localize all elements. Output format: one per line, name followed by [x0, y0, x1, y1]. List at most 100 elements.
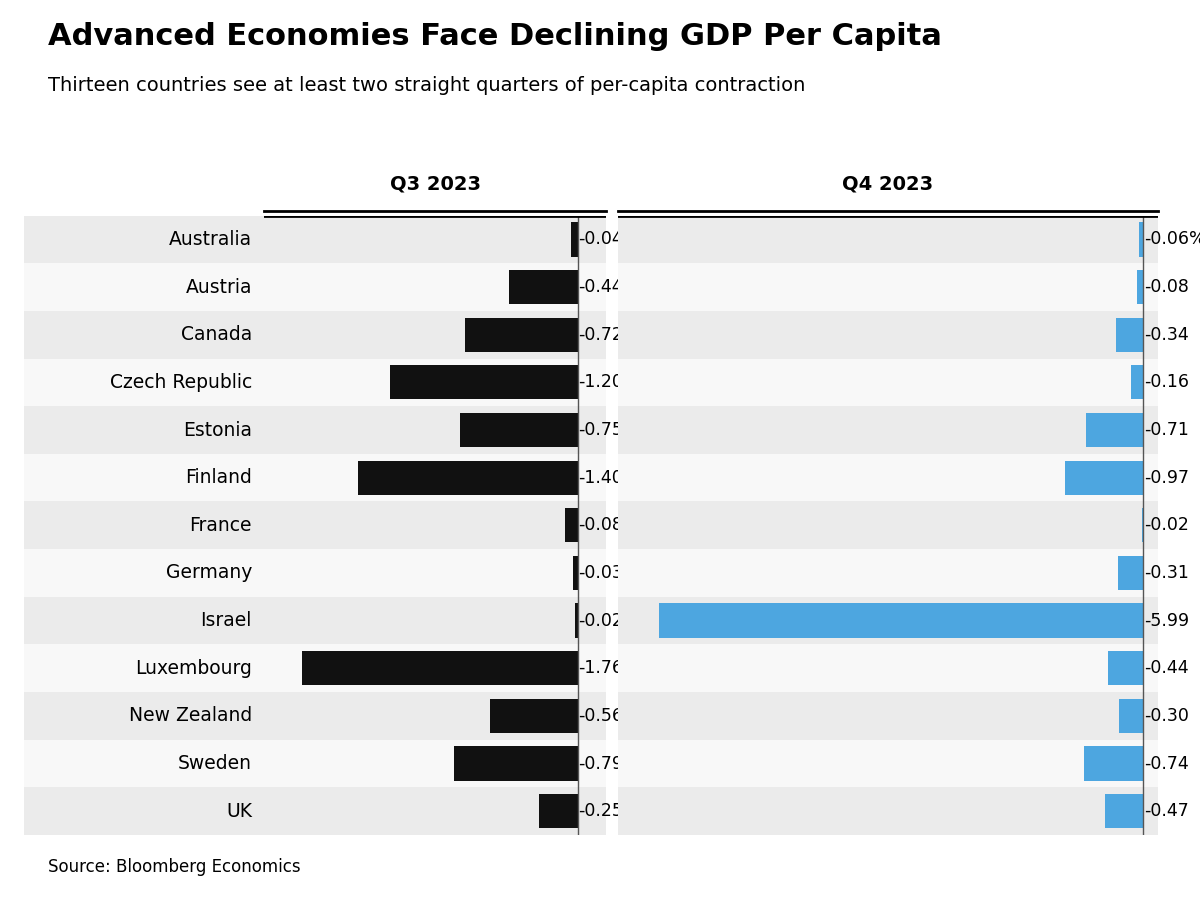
Bar: [264, 550, 606, 597]
Text: -0.74: -0.74: [1144, 754, 1189, 772]
Text: -0.71: -0.71: [1144, 421, 1189, 439]
Bar: [24, 501, 264, 550]
Text: -0.04%: -0.04%: [578, 231, 640, 249]
Text: Estonia: Estonia: [182, 420, 252, 439]
Text: Canada: Canada: [181, 325, 252, 344]
Bar: [24, 358, 264, 406]
Bar: [264, 740, 606, 788]
Bar: [24, 597, 264, 645]
Bar: [618, 406, 1158, 453]
Text: -0.06%: -0.06%: [1144, 231, 1200, 249]
Bar: [618, 550, 1158, 597]
Text: -0.02: -0.02: [578, 612, 624, 629]
Text: New Zealand: New Zealand: [128, 707, 252, 726]
Bar: [1108, 651, 1144, 685]
Bar: [460, 413, 577, 447]
Text: Luxembourg: Luxembourg: [136, 659, 252, 678]
Bar: [539, 794, 577, 829]
Bar: [264, 788, 606, 835]
Bar: [509, 270, 577, 304]
Text: Q3 2023: Q3 2023: [390, 174, 480, 193]
Bar: [618, 263, 1158, 311]
Bar: [1105, 794, 1144, 829]
Bar: [454, 746, 577, 780]
Bar: [264, 263, 606, 311]
Bar: [618, 692, 1158, 740]
Bar: [659, 603, 1144, 638]
Text: -0.30: -0.30: [1144, 707, 1189, 725]
Text: -5.99: -5.99: [1144, 612, 1189, 629]
Text: -0.25: -0.25: [578, 802, 624, 820]
Text: -0.02: -0.02: [1144, 516, 1189, 534]
Bar: [618, 645, 1158, 692]
Text: Thirteen countries see at least two straight quarters of per-capita contraction: Thirteen countries see at least two stra…: [48, 76, 805, 95]
Bar: [565, 508, 577, 542]
Text: -1.20: -1.20: [578, 374, 624, 392]
Bar: [358, 461, 577, 495]
Text: -0.44: -0.44: [1144, 659, 1188, 677]
Bar: [1118, 556, 1144, 590]
Text: -0.16: -0.16: [1144, 374, 1189, 392]
Text: Israel: Israel: [200, 612, 252, 630]
Bar: [24, 740, 264, 788]
Bar: [490, 699, 577, 733]
Bar: [264, 501, 606, 550]
Text: UK: UK: [226, 802, 252, 821]
Text: -0.47: -0.47: [1144, 802, 1189, 820]
Text: Advanced Economies Face Declining GDP Per Capita: Advanced Economies Face Declining GDP Pe…: [48, 22, 942, 51]
Bar: [571, 222, 577, 257]
Bar: [1086, 413, 1144, 447]
Bar: [1120, 699, 1144, 733]
Bar: [264, 453, 606, 501]
Bar: [24, 692, 264, 740]
Bar: [574, 556, 577, 590]
Text: -0.08: -0.08: [578, 516, 624, 534]
Bar: [1066, 461, 1144, 495]
Bar: [24, 311, 264, 358]
Text: -1.76: -1.76: [578, 659, 624, 677]
Text: Source: Bloomberg Economics: Source: Bloomberg Economics: [48, 858, 301, 876]
Bar: [264, 645, 606, 692]
Bar: [618, 311, 1158, 358]
Text: -0.34: -0.34: [1144, 326, 1189, 344]
Bar: [618, 597, 1158, 645]
Bar: [390, 365, 577, 400]
Bar: [1116, 318, 1144, 352]
Text: -0.03: -0.03: [578, 564, 624, 582]
Bar: [264, 597, 606, 645]
Bar: [24, 453, 264, 501]
Text: -0.56: -0.56: [578, 707, 624, 725]
Text: Austria: Austria: [186, 277, 252, 296]
Text: -0.97: -0.97: [1144, 469, 1189, 487]
Text: -0.31: -0.31: [1144, 564, 1189, 582]
Text: Germany: Germany: [166, 563, 252, 583]
Bar: [618, 788, 1158, 835]
Bar: [1084, 746, 1144, 780]
Bar: [24, 216, 264, 263]
Text: -0.72: -0.72: [578, 326, 624, 344]
Text: -0.75: -0.75: [578, 421, 624, 439]
Bar: [264, 311, 606, 358]
Text: Sweden: Sweden: [178, 754, 252, 773]
Bar: [1142, 508, 1144, 542]
Bar: [264, 358, 606, 406]
Bar: [618, 740, 1158, 788]
Text: Australia: Australia: [169, 230, 252, 249]
Bar: [1136, 270, 1144, 304]
Bar: [575, 603, 577, 638]
Text: Q4 2023: Q4 2023: [842, 174, 934, 193]
Bar: [464, 318, 577, 352]
Bar: [301, 651, 577, 685]
Text: -0.44: -0.44: [578, 278, 623, 296]
Text: Czech Republic: Czech Republic: [109, 373, 252, 392]
Text: -0.08: -0.08: [1144, 278, 1189, 296]
Bar: [264, 692, 606, 740]
Bar: [264, 406, 606, 453]
Bar: [618, 358, 1158, 406]
Bar: [24, 263, 264, 311]
Bar: [24, 550, 264, 597]
Bar: [1130, 365, 1144, 400]
Text: France: France: [190, 515, 252, 535]
Text: -0.79: -0.79: [578, 754, 624, 772]
Bar: [24, 645, 264, 692]
